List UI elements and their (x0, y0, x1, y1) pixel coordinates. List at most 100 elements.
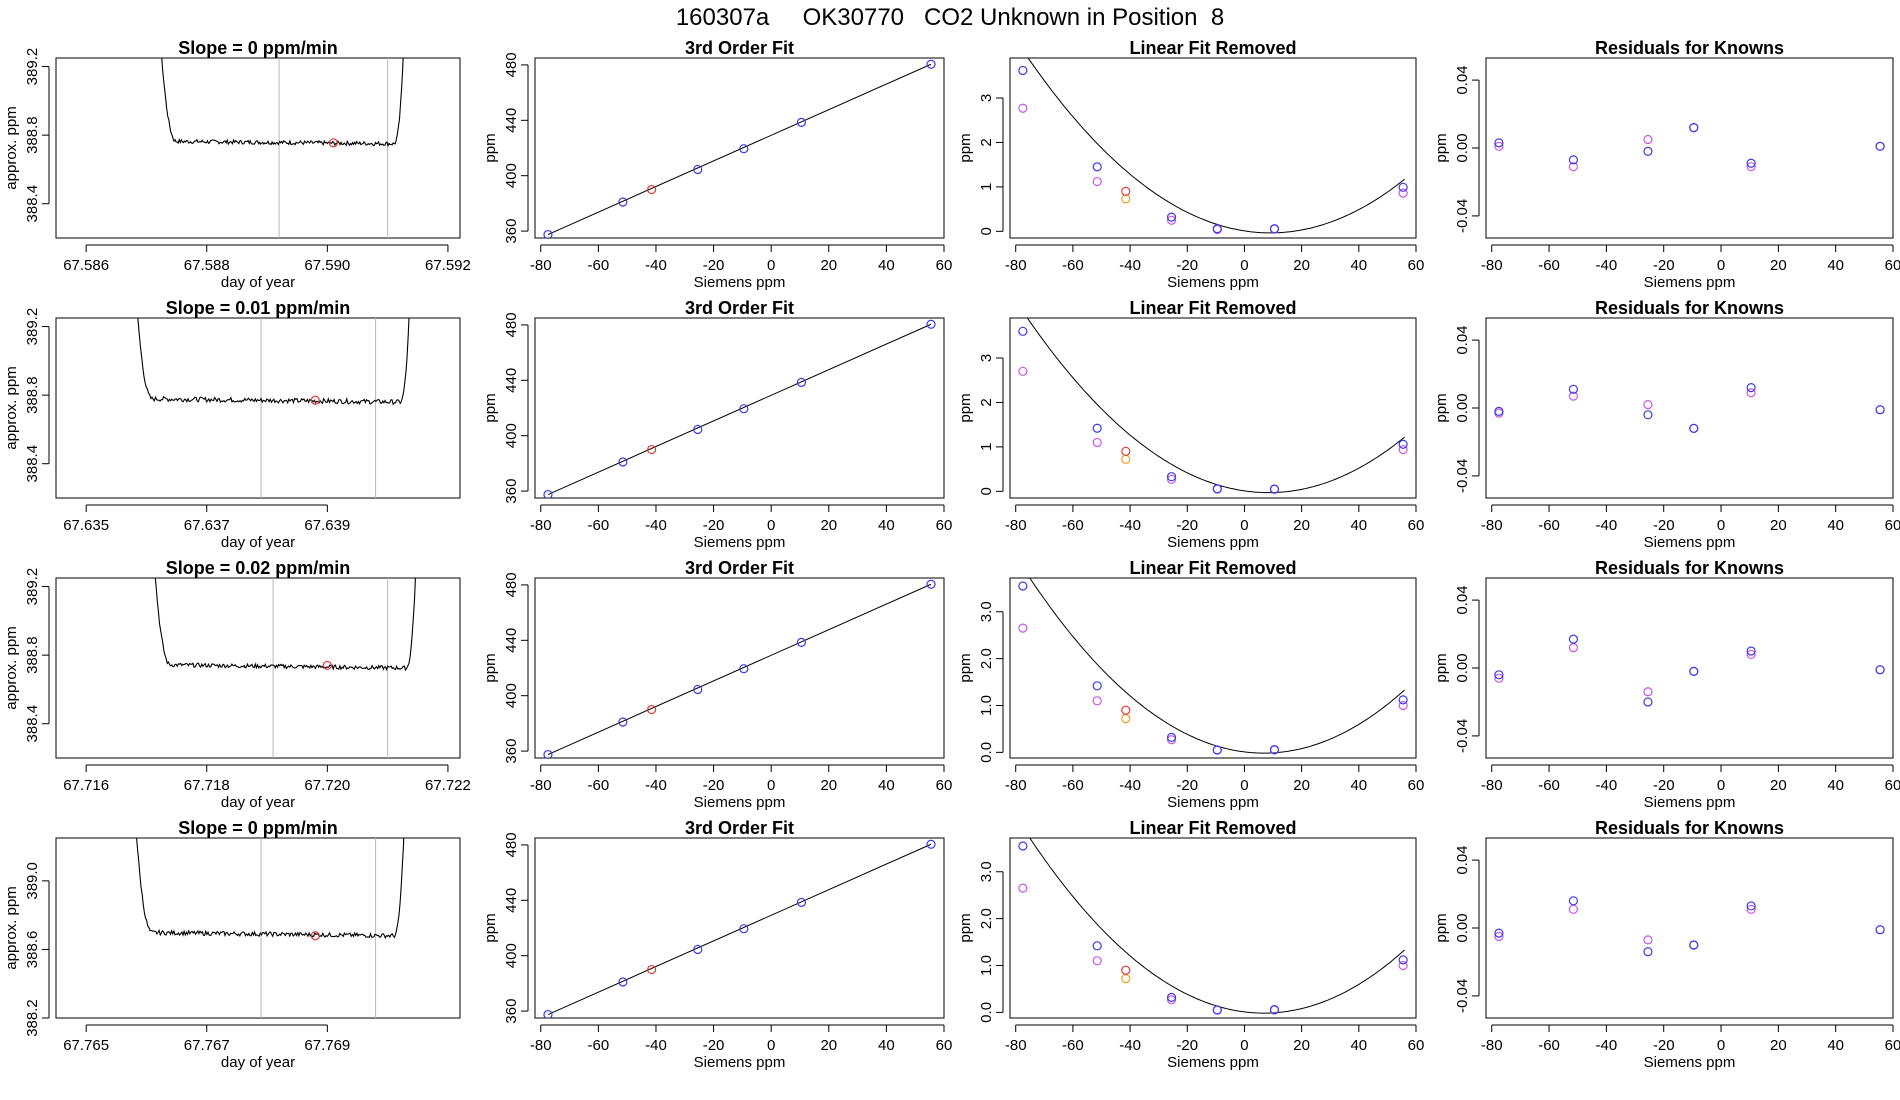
x-tick-label: 0 (1717, 1037, 1725, 1054)
y-tick-label: 440 (503, 888, 520, 913)
x-tick-label: -40 (645, 1037, 667, 1054)
x-tick-label: 67.635 (63, 517, 109, 534)
blue-point (1018, 65, 1028, 76)
plot-area (1018, 838, 1408, 1015)
plot-frame (1485, 837, 1894, 1019)
plot-area (154, 578, 416, 758)
magenta-point (1018, 883, 1028, 893)
plot-frame (1009, 577, 1417, 759)
panel-title: Slope = 0 ppm/min (178, 38, 338, 58)
x-tick-label: 60 (1408, 1037, 1425, 1054)
orange-point (1121, 974, 1131, 984)
blue-point (693, 424, 703, 435)
panel-3-0: Slope = 0 ppm/min 67.765 67.767 67.769 day o… (3, 818, 461, 1071)
panel-title: Linear Fit Removed (1129, 298, 1296, 318)
x-tick-label: 20 (1770, 1037, 1787, 1054)
x-tick-label: 67.722 (425, 777, 471, 794)
y-tick-label: 388.4 (24, 705, 41, 743)
blue-point (618, 197, 628, 207)
blue-point (1269, 1004, 1280, 1015)
concentration-trace (161, 58, 404, 148)
magenta-point (1643, 687, 1653, 697)
y-tick-label: 0 (978, 487, 995, 495)
panel-title: Residuals for Knowns (1595, 298, 1784, 318)
x-axis-label: Siemens ppm (1167, 534, 1259, 551)
magenta-point (1746, 649, 1756, 660)
x-tick-label: -80 (530, 1037, 552, 1054)
x-tick-label: -80 (530, 257, 552, 274)
x-tick-label: -40 (645, 257, 667, 274)
y-tick-label: 2 (978, 138, 995, 146)
blue-point (796, 637, 807, 647)
x-tick-label: 0 (767, 777, 775, 794)
y-tick-label: 388.6 (24, 931, 41, 969)
blue-point (796, 117, 807, 127)
x-tick-label: 40 (878, 1037, 895, 1054)
y-tick-label: 3 (978, 94, 995, 102)
y-axis-label: approx. ppm (3, 366, 20, 449)
y-axis-label: approx. ppm (3, 626, 20, 709)
y-tick-label: 3.0 (978, 601, 995, 622)
x-axis-label: Siemens ppm (1644, 794, 1736, 811)
x-tick-label: 60 (936, 1037, 953, 1054)
y-tick-label: 400 (503, 423, 520, 448)
magenta-point (1018, 366, 1028, 376)
x-tick-label: 40 (878, 257, 895, 274)
sample-average-point (322, 660, 332, 671)
y-tick-label: 2.0 (978, 908, 995, 929)
x-tick-label: -80 (1005, 257, 1027, 274)
blue-point (1166, 212, 1177, 222)
plot-frame (55, 577, 461, 759)
y-tick-label: -0.04 (1454, 719, 1471, 753)
panel-3-2: Linear Fit Removed -80 -60 -40 -20 0 20 40 60 Sie… (957, 818, 1424, 1071)
x-tick-label: -60 (1062, 517, 1084, 534)
y-tick-label: 388.8 (24, 376, 41, 414)
blue-point (1494, 138, 1504, 148)
panel-title: Linear Fit Removed (1129, 818, 1296, 838)
blue-point (1689, 423, 1699, 433)
blue-point (739, 404, 749, 414)
blue-point (1494, 928, 1504, 938)
y-axis-label: ppm (1433, 133, 1450, 162)
y-tick-label: 0.04 (1454, 585, 1471, 614)
blue-point (926, 579, 936, 589)
sample-average-point (328, 138, 338, 148)
plot-area (137, 318, 410, 498)
magenta-point (1494, 931, 1504, 942)
x-tick-label: 40 (1827, 777, 1844, 794)
y-axis-label: ppm (957, 653, 974, 682)
y-axis-label: ppm (1433, 653, 1450, 682)
blue-point (1166, 732, 1177, 742)
blue-point (543, 1009, 553, 1018)
y-tick-label: -0.04 (1454, 979, 1471, 1013)
concentration-trace (137, 318, 410, 406)
magenta-point (1494, 141, 1504, 151)
x-tick-label: -80 (1005, 777, 1027, 794)
blue-point (618, 977, 628, 987)
y-axis-label: ppm (1433, 913, 1450, 942)
x-tick-label: -40 (1119, 777, 1141, 794)
x-tick-label: -60 (588, 1037, 610, 1054)
plot-frame (534, 57, 945, 239)
fit-curve (1027, 58, 1405, 234)
y-tick-label: 0.04 (1454, 65, 1471, 94)
blue-point (1643, 410, 1653, 420)
sample-average-point (310, 931, 320, 941)
x-tick-label: -20 (703, 517, 725, 534)
orange-point (1121, 714, 1131, 724)
x-tick-label: -20 (1653, 1037, 1675, 1054)
x-tick-label: -60 (588, 257, 610, 274)
y-tick-label: 3 (978, 354, 995, 362)
blue-point (1092, 941, 1102, 951)
magenta-point (1018, 103, 1028, 113)
y-tick-label: 360 (503, 999, 520, 1024)
blue-point (693, 164, 703, 175)
blue-point (543, 229, 553, 238)
x-tick-label: -80 (1481, 517, 1503, 534)
red-point (1121, 186, 1131, 196)
panel-1-0: Slope = 0.01 ppm/min 67.635 67.637 67.639 da… (3, 298, 461, 551)
x-axis-label: Siemens ppm (1167, 1054, 1259, 1071)
blue-point (693, 944, 703, 955)
plot-area (1018, 578, 1408, 755)
x-tick-label: 60 (936, 517, 953, 534)
